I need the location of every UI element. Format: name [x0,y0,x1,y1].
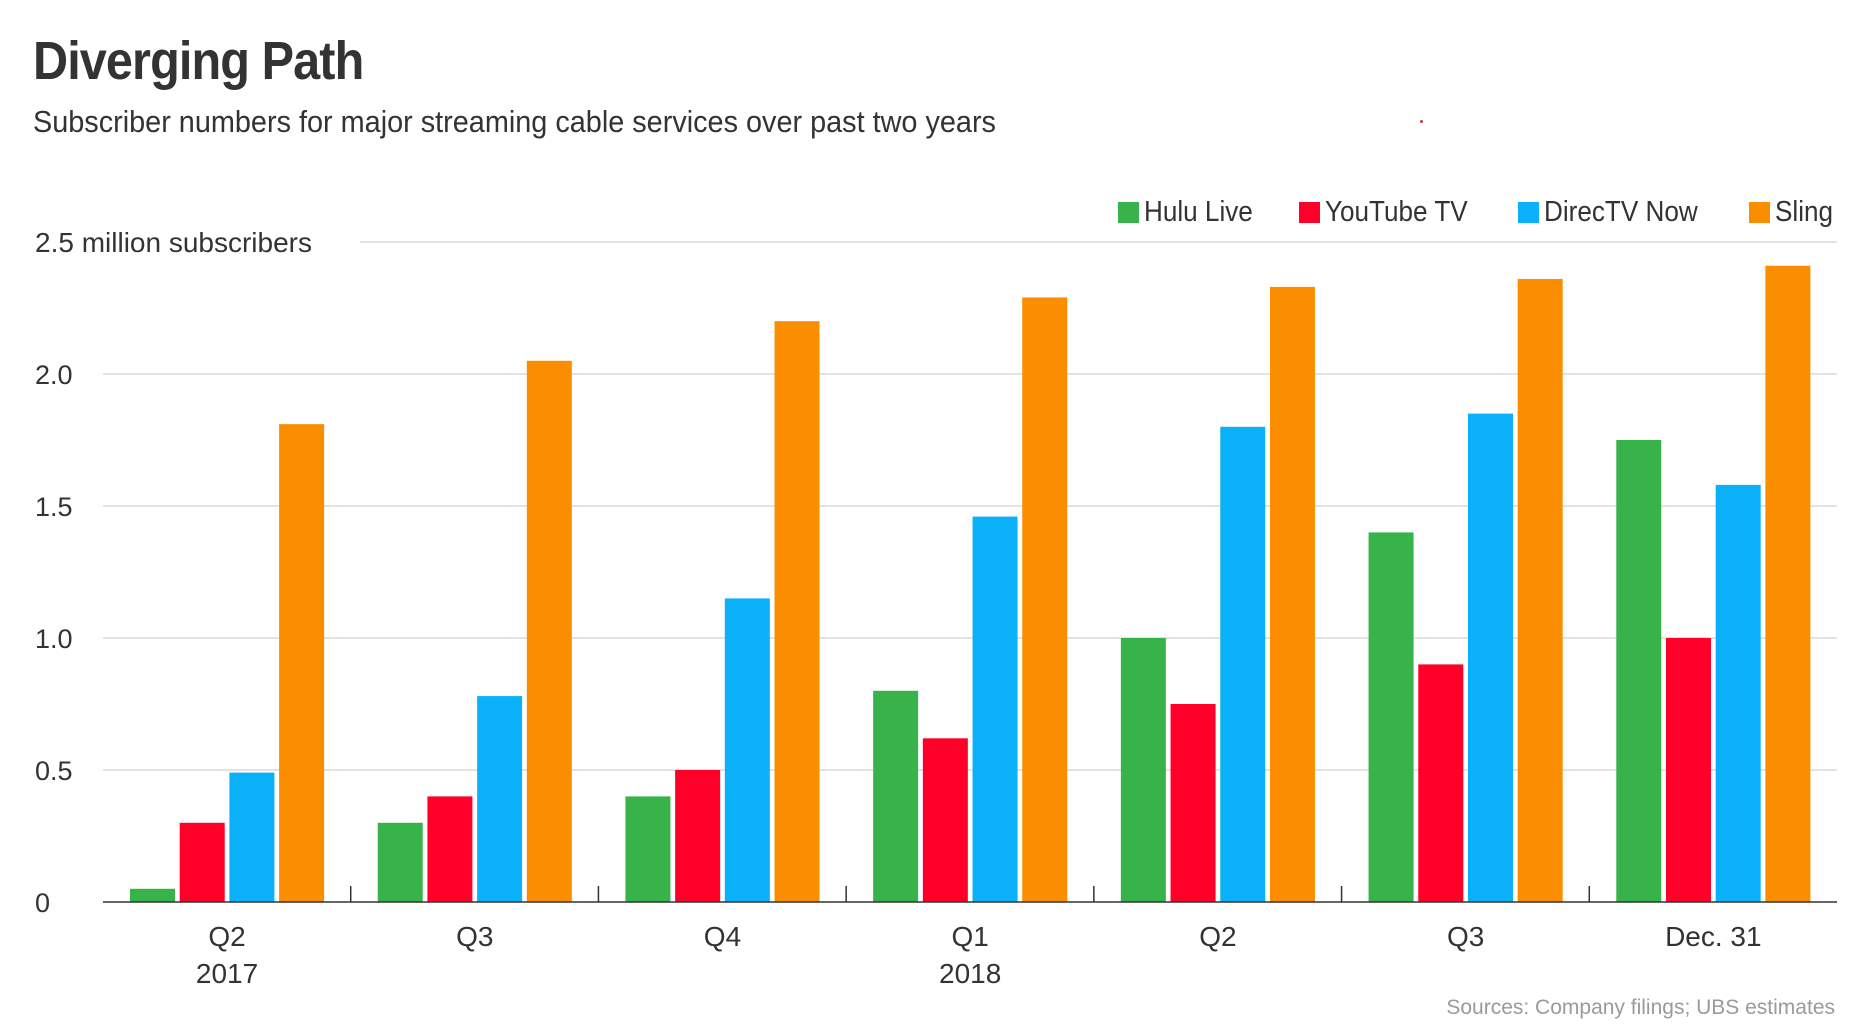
bar-sling-4 [1269,286,1315,902]
y-axis-labels: 0 0.5 1.0 1.5 2.0 2.5 million subscribers [35,227,312,918]
bar-youtube-tv-5 [1418,664,1464,902]
legend-label: Hulu Live [1144,196,1254,228]
bar-hulu-live-1 [377,822,423,902]
bar-directv-now-1 [477,696,523,902]
y-tick-label: 2.0 [35,360,73,390]
legend-label: YouTube TV [1325,196,1468,228]
bar-youtube-tv-1 [427,796,473,902]
y-tick-label: 0 [35,888,50,918]
bar-sling-5 [1517,278,1563,903]
legend-item-directv-now: DirecTV Now [1517,196,1715,229]
x-tick-label: Q4 [704,921,741,952]
bar-youtube-tv-2 [675,770,721,902]
legend: Hulu Live YouTube TV DirecTV Now Sling [1084,196,1839,229]
x-tick-label: Q3 [456,921,493,952]
legend-swatch-sling [1748,202,1770,223]
x-tick-label: Q1 [952,921,989,952]
bar-directv-now-0 [229,772,275,902]
bar-sling-2 [774,321,820,902]
bar-directv-now-2 [724,598,770,902]
y-tick-label: 0.5 [35,756,73,786]
bar-directv-now-5 [1467,413,1513,902]
bar-sling-1 [526,360,572,902]
x-year-label: 2017 [196,958,258,989]
bar-sling-0 [279,424,325,902]
source-note: Sources: Company filings; UBS estimates [1446,996,1835,1019]
bar-sling-6 [1765,265,1811,902]
x-tick-label: Dec. 31 [1665,921,1762,952]
x-tick-label: Q3 [1447,921,1484,952]
legend-item-youtube-tv: YouTube TV [1299,196,1484,229]
bar-youtube-tv-6 [1665,638,1711,902]
bars [130,265,1811,903]
x-year-label: 2018 [939,958,1001,989]
bar-sling-3 [1022,297,1068,902]
gridlines [103,241,1837,771]
legend-swatch-youtube-tv [1299,202,1321,223]
x-tick-label: Q2 [1199,921,1236,952]
y-tick-label: 1.5 [35,492,73,522]
bar-youtube-tv-4 [1170,704,1216,902]
x-axis-labels: Q2 2017 Q3 Q4 Q1 2018 Q2 Q3 Dec. 31 [196,921,1762,989]
bar-hulu-live-0 [130,888,175,902]
legend-label: Sling [1774,196,1833,228]
legend-swatch-directv-now [1517,202,1539,223]
y-tick-label: 1.0 [35,624,73,654]
chart-title: Diverging Path [33,31,364,91]
bar-hulu-live-6 [1616,440,1662,902]
x-tick-label: Q2 [208,921,245,952]
legend-label: DirecTV Now [1543,196,1698,228]
bar-youtube-tv-0 [179,822,225,902]
bar-directv-now-4 [1220,426,1266,902]
y-axis-title: 2.5 million subscribers [35,227,312,258]
bar-hulu-live-3 [873,690,919,902]
legend-item-hulu-live: Hulu Live [1118,196,1265,229]
bar-directv-now-3 [972,516,1018,902]
x-axis [103,886,1837,903]
chart-subtitle: Subscriber numbers for major streaming c… [33,104,996,139]
bar-hulu-live-4 [1120,638,1166,902]
legend-swatch-hulu-live [1118,202,1140,223]
bar-hulu-live-2 [625,796,671,902]
stray-dot [1420,120,1423,123]
bar-hulu-live-5 [1368,532,1414,902]
bar-directv-now-6 [1715,484,1761,902]
bar-youtube-tv-3 [922,738,968,902]
legend-item-sling: Sling [1748,196,1840,229]
